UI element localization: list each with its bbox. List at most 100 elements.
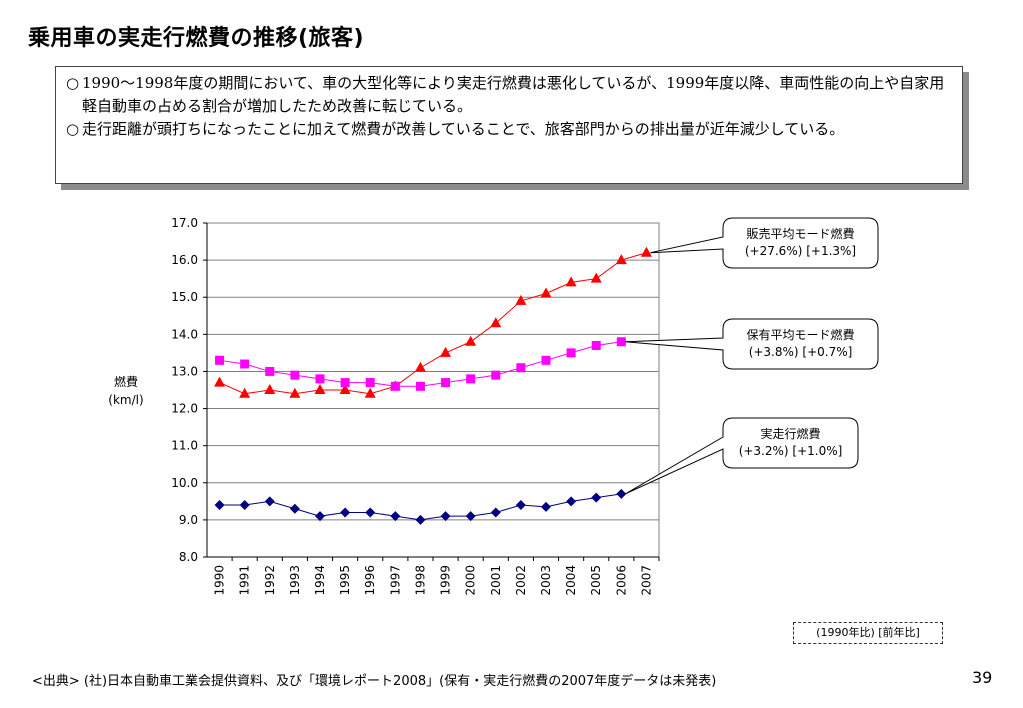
comparison-legend-note: (1990年比) [前年比] — [793, 622, 943, 644]
square-marker — [265, 366, 275, 376]
callouts: 販売平均モード燃費 (+27.6%) [+1.3%] 保有平均モード燃費 (+3.8%… — [625, 217, 879, 495]
x-tick-label: 2001 — [489, 565, 503, 596]
triangle-marker — [414, 361, 426, 372]
triangle-marker — [214, 376, 226, 387]
square-marker — [466, 374, 476, 384]
square-marker — [240, 359, 250, 369]
x-tick-label: 2005 — [589, 565, 603, 596]
square-marker — [365, 378, 375, 388]
x-tick-label: 1994 — [313, 565, 327, 596]
x-tick-label: 1998 — [413, 565, 427, 596]
callout-title: 実走行燃費 — [760, 426, 820, 441]
square-marker — [441, 378, 451, 388]
diamond-marker — [566, 496, 577, 507]
diamond-marker — [365, 507, 376, 518]
diamond-marker — [541, 501, 551, 512]
callout-bubble — [650, 217, 879, 269]
callout-title: 販売平均モード燃費 — [746, 226, 854, 241]
diamond-marker — [315, 511, 325, 522]
grid-lines — [207, 259, 659, 521]
diamond-marker — [515, 500, 526, 511]
x-tick-label: 1993 — [288, 565, 302, 596]
series-callout: 実走行燃費 (+3.2%) [+1.0%] — [625, 417, 859, 495]
square-marker — [415, 381, 425, 391]
callout-bubble — [625, 417, 859, 495]
y-tick-label: 11.0 — [171, 439, 198, 453]
callout-change: (+3.8%) [+0.7%] — [749, 345, 853, 359]
x-tick-label: 2002 — [514, 565, 528, 596]
triangle-marker — [314, 384, 326, 394]
note-text: 走行距離が頭打ちになったことに加えて燃費が改善していることで、旅客部門からの排出… — [82, 120, 845, 138]
x-tick-label: 2003 — [539, 565, 553, 596]
callout-title: 保有平均モード燃費 — [746, 327, 854, 342]
x-tick-label: 1999 — [439, 565, 453, 596]
triangle-marker — [490, 317, 502, 328]
y-tick-label: 16.0 — [171, 253, 198, 267]
square-marker — [541, 355, 551, 365]
x-tick-label: 2000 — [464, 565, 478, 596]
note-item: ○ 走行距離が頭打ちになったことに加えて燃費が改善していることで、旅客部門からの… — [66, 118, 948, 141]
bullet-circle-icon: ○ — [66, 120, 80, 138]
square-marker — [566, 348, 576, 358]
note-text: 1990～1998年度の期間において、車の大型化等により実走行燃費は悪化している… — [82, 74, 945, 115]
diamond-marker — [415, 514, 426, 525]
triangle-marker — [565, 276, 577, 287]
triangle-marker — [465, 335, 477, 346]
callout-bubble — [625, 318, 879, 370]
square-marker — [315, 374, 325, 384]
triangle-marker — [339, 384, 351, 394]
x-tick-label: 1990 — [213, 565, 227, 596]
triangle-marker — [364, 387, 376, 398]
square-marker — [290, 370, 300, 380]
x-tick-label: 1997 — [388, 565, 402, 596]
y-tick-label: 8.0 — [179, 550, 198, 564]
triangle-marker — [289, 387, 301, 398]
y-tick-label: 15.0 — [171, 290, 198, 304]
y-tick-label: 13.0 — [171, 364, 198, 378]
square-marker — [390, 381, 400, 391]
square-marker — [516, 363, 526, 373]
diamond-marker — [465, 511, 476, 522]
plot-area — [206, 222, 660, 558]
diamond-marker — [214, 500, 225, 511]
triangle-marker — [239, 387, 251, 398]
square-marker — [491, 370, 501, 380]
series-callout: 保有平均モード燃費 (+3.8%) [+0.7%] — [625, 318, 879, 370]
series-diamond — [214, 488, 627, 525]
x-tick-label: 2004 — [564, 565, 578, 596]
y-axis-label: 燃費 — [114, 374, 138, 389]
square-marker — [591, 340, 601, 350]
slide-title: 乗用車の実走行燃費の推移(旅客) — [28, 26, 365, 51]
x-tick-label: 1992 — [263, 565, 277, 596]
triangle-marker — [264, 384, 276, 394]
source-citation: <出典> (社)日本自動車工業会提供資料、及び「環境レポート2008」(保有・実… — [32, 674, 717, 689]
triangle-marker — [440, 346, 452, 357]
square-marker — [215, 355, 225, 365]
y-tick-label: 12.0 — [171, 402, 198, 416]
triangle-marker — [515, 294, 527, 305]
summary-notes-box: ○ 1990～1998年度の期間において、車の大型化等により実走行燃費は悪化して… — [55, 66, 963, 184]
diamond-marker — [440, 511, 451, 522]
diamond-marker — [616, 488, 627, 499]
series-callout: 販売平均モード燃費 (+27.6%) [+1.3%] — [650, 217, 879, 269]
y-tick-label: 10.0 — [171, 476, 198, 490]
diamond-marker — [390, 511, 401, 522]
triangle-marker — [590, 272, 602, 283]
diamond-marker — [490, 507, 501, 518]
x-tick-label: 1995 — [338, 565, 352, 596]
diamond-marker — [591, 492, 602, 503]
triangle-marker — [640, 246, 652, 257]
x-tick-label: 1991 — [238, 565, 252, 596]
x-tick-label: 2007 — [639, 565, 653, 596]
bullet-circle-icon: ○ — [66, 74, 80, 92]
diamond-marker — [239, 500, 250, 511]
y-tick-label: 14.0 — [171, 327, 198, 341]
y-tick-label: 9.0 — [179, 513, 198, 527]
series-line — [219, 252, 647, 395]
axes: 8.0 9.0 10.0 11.0 12.0 13.0 14.0 15.0 16.0 17.0 19… — [171, 216, 660, 596]
diamond-marker — [340, 507, 351, 518]
series-group — [214, 246, 652, 525]
triangle-marker — [540, 287, 552, 298]
diamond-marker — [264, 496, 275, 507]
